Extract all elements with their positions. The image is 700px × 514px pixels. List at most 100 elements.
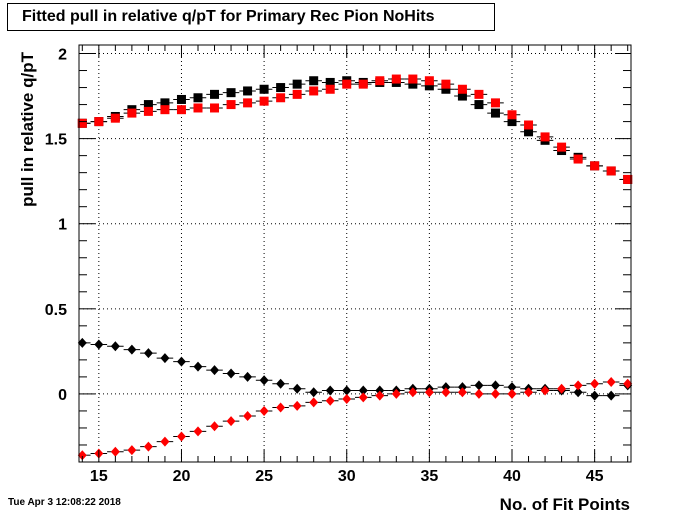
data-point-square xyxy=(77,118,87,128)
data-point-square xyxy=(441,84,451,94)
y-axis-title: pull in relative q/pT xyxy=(18,51,37,207)
axis-layer: 15 20 25 30 35 40 45 0 0.5 1 1.5 2 xyxy=(45,45,631,485)
data-point-diamond xyxy=(540,385,550,396)
y-tick-label: 1.5 xyxy=(45,132,67,149)
series-layer xyxy=(77,74,633,461)
x-tick-label: 25 xyxy=(255,468,273,485)
data-point-square xyxy=(193,103,203,113)
data-point-square xyxy=(557,142,567,152)
grid-layer xyxy=(79,45,631,462)
data-point-diamond xyxy=(606,390,616,401)
data-point-diamond xyxy=(193,361,203,372)
data-point-diamond xyxy=(210,365,220,376)
data-point-diamond xyxy=(325,385,335,396)
data-point-square xyxy=(243,98,253,108)
data-point-square xyxy=(110,113,120,123)
data-point-diamond xyxy=(193,426,203,437)
data-point-diamond xyxy=(94,339,104,350)
data-point-square xyxy=(176,105,186,115)
data-point-square xyxy=(457,84,467,94)
data-point-square xyxy=(292,79,302,89)
data-point-diamond xyxy=(606,377,616,388)
series-2 xyxy=(77,337,633,401)
data-point-square xyxy=(193,93,203,103)
data-point-square xyxy=(160,105,170,115)
data-point-square xyxy=(507,110,517,120)
footer-timestamp: Tue Apr 3 12:08:22 2018 xyxy=(8,497,121,508)
data-point-diamond xyxy=(110,341,120,352)
data-point-diamond xyxy=(358,385,368,396)
x-tick-label: 40 xyxy=(503,468,521,485)
data-point-square xyxy=(408,74,418,84)
data-point-diamond xyxy=(342,385,352,396)
data-point-diamond xyxy=(160,353,170,364)
data-point-diamond xyxy=(176,431,186,442)
data-point-diamond xyxy=(276,378,286,389)
data-point-square xyxy=(325,84,335,94)
x-tick-label: 15 xyxy=(90,468,108,485)
data-point-diamond xyxy=(441,382,451,393)
y-tick-label: 1 xyxy=(58,217,67,234)
y-tick-label: 2 xyxy=(58,47,67,64)
data-point-square xyxy=(573,154,583,164)
data-point-square xyxy=(474,100,484,110)
data-point-square xyxy=(309,76,319,86)
data-point-square xyxy=(143,100,153,110)
series-1 xyxy=(77,74,633,184)
data-point-diamond xyxy=(391,388,401,399)
data-point-square xyxy=(325,77,335,87)
data-point-diamond xyxy=(176,356,186,367)
data-point-square xyxy=(210,89,220,99)
data-point-diamond xyxy=(325,395,335,406)
data-point-square xyxy=(243,86,253,96)
data-point-diamond xyxy=(623,378,633,389)
series-3 xyxy=(77,377,633,461)
data-point-diamond xyxy=(490,388,500,399)
data-point-diamond xyxy=(210,421,220,432)
data-point-square xyxy=(259,96,269,106)
data-point-diamond xyxy=(375,390,385,401)
data-point-diamond xyxy=(375,385,385,396)
data-point-square xyxy=(276,83,286,93)
y-tick-label: 0 xyxy=(58,387,67,404)
data-point-square xyxy=(474,89,484,99)
data-point-diamond xyxy=(160,436,170,447)
data-point-diamond xyxy=(309,387,319,398)
data-point-diamond xyxy=(127,445,137,456)
data-point-square xyxy=(94,117,104,127)
data-point-diamond xyxy=(590,378,600,389)
data-point-diamond xyxy=(77,450,87,461)
data-point-diamond xyxy=(110,446,120,457)
chart-title: Fitted pull in relative q/pT for Primary… xyxy=(7,3,495,31)
plot-frame xyxy=(78,44,632,463)
data-point-square xyxy=(590,161,600,171)
data-point-square xyxy=(375,76,385,86)
data-point-diamond xyxy=(259,405,269,416)
data-point-diamond xyxy=(143,348,153,359)
data-point-diamond xyxy=(507,382,517,393)
data-point-diamond xyxy=(557,383,567,394)
x-tick-label: 45 xyxy=(586,468,604,485)
data-point-square xyxy=(176,94,186,104)
data-point-diamond xyxy=(243,371,253,382)
data-point-diamond xyxy=(441,387,451,398)
data-point-diamond xyxy=(573,380,583,391)
data-point-diamond xyxy=(259,375,269,386)
data-point-square xyxy=(524,120,534,130)
data-point-diamond xyxy=(573,387,583,398)
data-point-diamond xyxy=(590,390,600,401)
series-0 xyxy=(77,76,633,184)
data-point-square xyxy=(226,88,236,98)
data-point-diamond xyxy=(292,400,302,411)
y-tick-label: 0.5 xyxy=(45,302,67,319)
data-point-square xyxy=(276,93,286,103)
data-point-square xyxy=(309,86,319,96)
data-point-diamond xyxy=(424,387,434,398)
data-point-square xyxy=(391,74,401,84)
data-point-square xyxy=(524,127,534,137)
data-point-square xyxy=(606,166,616,176)
data-point-diamond xyxy=(358,392,368,403)
data-point-diamond xyxy=(226,416,236,427)
data-point-diamond xyxy=(474,388,484,399)
